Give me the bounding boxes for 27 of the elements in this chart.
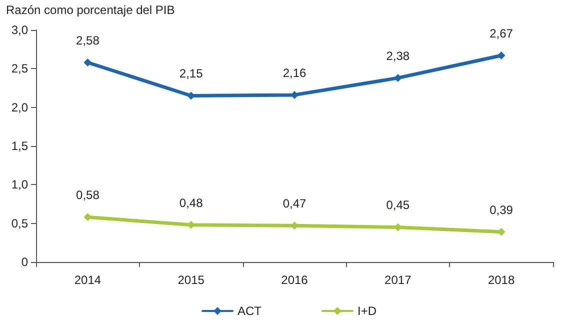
y-tick-label: 0,5 [11,216,28,230]
data-label: 2,67 [490,26,514,41]
y-tick-label: 3,0 [11,23,28,37]
data-label: 0,48 [179,196,204,210]
x-tick-label: 2015 [178,273,205,287]
legend-label: ACT [237,304,262,318]
data-label: 2,16 [282,66,306,80]
y-tick-label: 1,5 [11,139,28,153]
data-label: 2,58 [76,33,100,48]
point [497,52,506,60]
data-label: 0,45 [386,198,410,212]
y-tick-label: 2,0 [11,100,28,114]
data-label: 0,58 [76,188,100,202]
y-tick-label: 0 [21,255,28,269]
legend-label: I+D [357,304,377,318]
point [84,58,92,66]
data-label: 0,47 [282,196,306,211]
x-tick-label: 2014 [74,273,102,287]
x-tick-label: 2016 [281,273,308,287]
y-axis-title: Razón como porcentaje del PIB [6,3,175,17]
data-label: 0,39 [490,202,514,217]
x-tick-label: 2018 [488,273,515,287]
data-label: 2,38 [386,48,410,63]
y-tick-label: 2,5 [11,62,28,76]
y-tick-label: 1,0 [11,178,28,192]
x-tick-label: 2017 [384,273,412,287]
data-label: 2,15 [179,66,204,81]
